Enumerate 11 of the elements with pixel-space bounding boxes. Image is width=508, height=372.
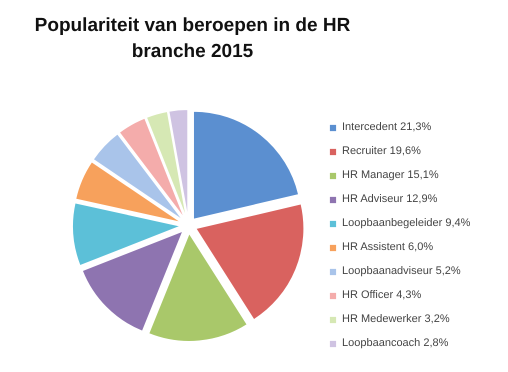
legend-label: HR Assistent 6,0% [342,240,434,254]
legend-label: Loopbaanadviseur 5,2% [342,264,461,278]
legend-label: HR Officer 4,3% [342,288,422,302]
legend-label: Loopbaanbegeleider 9,4% [342,216,470,230]
legend-label: HR Manager 15,1% [342,168,439,182]
legend-label: HR Adviseur 12,9% [342,192,438,206]
legend-label: HR Medewerker 3,2% [342,312,450,326]
chart-title: Populariteit van beroepen in de HR branche 2015 [34,15,351,62]
legend-label: Intercedent 21,3% [342,120,432,134]
legend-label: Loopbaancoach 2,8% [342,336,448,350]
legend-label: Recruiter 19,6% [342,144,421,158]
